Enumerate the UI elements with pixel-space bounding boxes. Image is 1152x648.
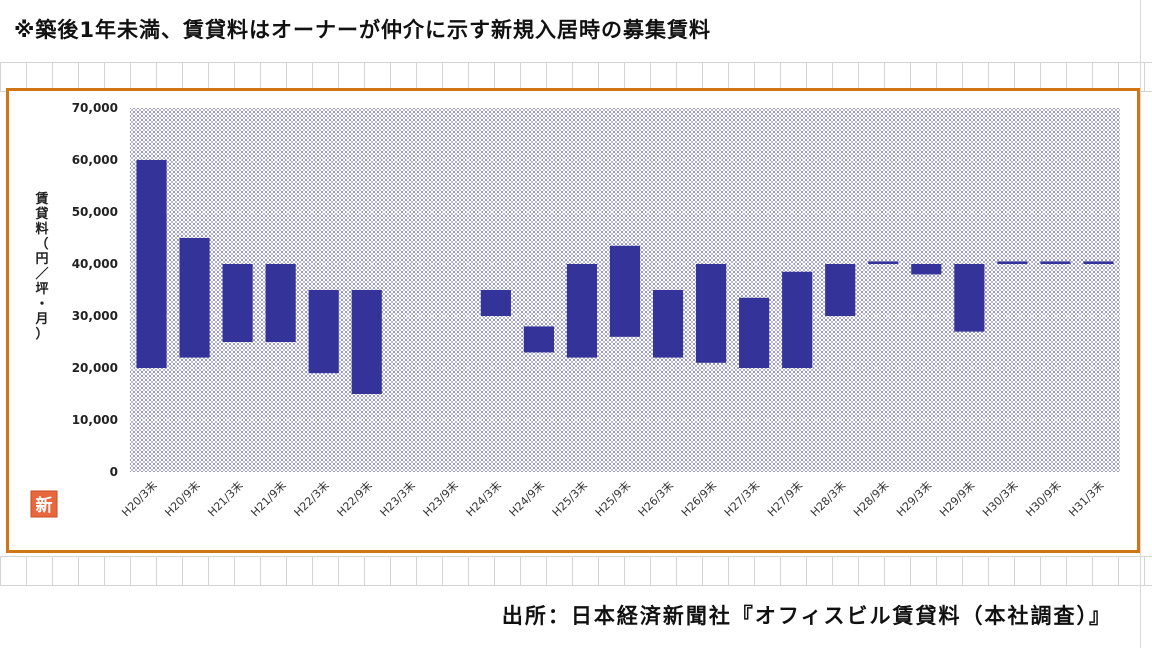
x-tick-label: H24/3末 [463,478,504,519]
range-bar [954,264,985,332]
y-axis-label: 賃貸料（円／坪・月） [34,191,48,342]
x-tick-label: H24/9末 [506,478,547,519]
range-bar [179,238,210,358]
range-bar [868,261,899,264]
x-tick-label: H25/3末 [549,478,590,519]
y-tick-label: 40,000 [72,257,118,271]
range-bar [1040,261,1071,264]
x-tick-label: H21/3末 [205,478,246,519]
x-tick-label: H28/9末 [850,478,891,519]
x-tick-label: H23/9末 [420,478,461,519]
x-tick-label: H27/3末 [721,478,762,519]
range-bar [265,264,296,342]
range-bar [782,271,813,368]
badge-box [30,490,58,518]
x-tick-label: H25/9末 [592,478,633,519]
range-bar [739,297,770,368]
x-tick-label: H26/3末 [635,478,676,519]
x-tick-label: H22/9末 [334,478,375,519]
badge: 新 [30,490,58,518]
source-credit: 出所：日本経済新聞社『オフィスビル賃貸料（本社調査）』 [501,604,1112,628]
range-bar [480,290,511,316]
range-bar [652,290,684,358]
range-bar [523,326,554,353]
y-tick-label: 0 [110,465,118,479]
range-bar [351,290,382,394]
range-bar [997,261,1028,264]
x-tick-label: H20/9末 [162,478,203,519]
x-tick-label: H26/9末 [678,478,719,519]
x-tick-label: H20/3末 [119,478,160,519]
right-rule [1140,0,1141,648]
range-bar [911,264,942,275]
chart-frame: 0 10,000 20,000 30,000 40,000 50,000 60,000 70,… [6,88,1140,553]
y-tick-label: 20,000 [72,361,118,375]
x-tick-label: H23/3末 [377,478,418,519]
x-tick-label: H29/3末 [893,478,934,519]
range-bar [136,160,167,368]
range-bar-chart: 0 10,000 20,000 30,000 40,000 50,000 60,000 70,… [30,101,1120,519]
x-tick-label: H30/3末 [980,478,1021,519]
range-bar [222,264,253,342]
y-tick-label: 10,000 [72,413,118,427]
y-tick-label: 70,000 [72,101,118,115]
top-grid-strip [0,62,1152,92]
y-tick-label: 50,000 [72,205,118,219]
y-tick-label: 30,000 [72,309,118,323]
badge-label: 新 [36,495,53,516]
y-tick-label: 60,000 [72,153,118,167]
x-tick-label: H30/9末 [1023,478,1064,519]
range-bar [825,264,856,316]
bottom-grid-strip [0,556,1152,586]
x-tick-label: H28/3末 [807,478,848,519]
range-bar [609,245,641,337]
x-tick-label: H21/9末 [248,478,289,519]
range-bar [566,264,598,358]
range-bar [696,264,727,363]
range-bar [308,290,339,374]
x-tick-label: H27/9末 [764,478,805,519]
x-tick-label: H29/9末 [936,478,977,519]
range-bar [1083,261,1114,264]
x-tick-label: H31/3末 [1066,478,1107,519]
x-tick-label: H22/3末 [291,478,332,519]
chart-note: ※築後1年未満、賃貸料はオーナーが仲介に示す新規入居時の募集賃料 [14,18,712,42]
